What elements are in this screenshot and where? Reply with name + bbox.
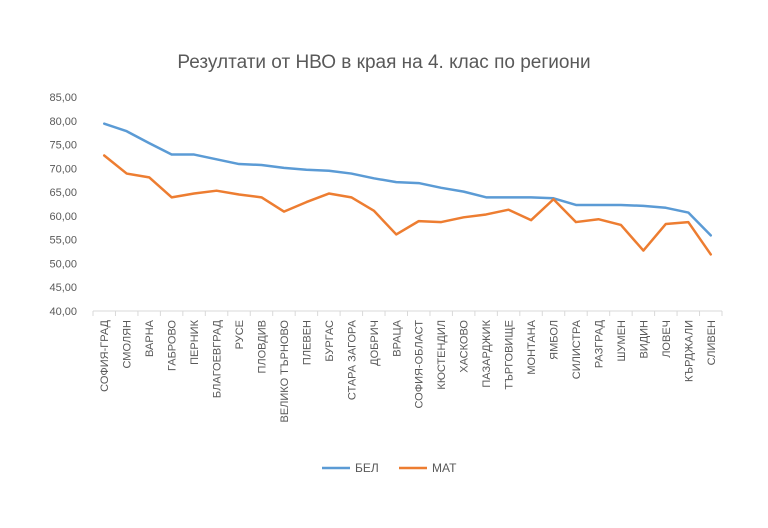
y-tick-label: 60,00 (49, 211, 77, 223)
x-tick-label: ВАРНА (144, 319, 156, 357)
y-tick-label: 80,00 (49, 116, 77, 128)
y-tick-label: 75,00 (49, 140, 77, 152)
y-tick-label: 55,00 (49, 235, 77, 247)
x-tick-label: ЯМБОЛ (549, 320, 561, 360)
x-tick-label: СОФИЯ-ОБЛАСТ (414, 320, 426, 409)
x-axis-tick-labels: СОФИЯ-ГРАД СМОЛЯН ВАРНА ГАБРОВО ПЕРНИК БЛАГОЕ… (99, 319, 718, 422)
x-tick-label: ЛОВЕЧ (661, 320, 673, 358)
x-tick-label: ДОБРИЧ (369, 320, 381, 366)
y-axis-tick-labels: 40,00 45,00 50,00 55,00 60,00 65,00 70,00 75,00… (49, 92, 77, 318)
x-tick-label: БЛАГОЕВГРАД (212, 319, 224, 398)
x-tick-label: БУРГАС (324, 320, 336, 362)
series-line-0 (102, 122, 713, 237)
y-tick-label: 50,00 (49, 258, 77, 270)
x-tick-label: ПАЗАРДЖИК (481, 319, 493, 387)
x-tick-label: ВЕЛИКО ТЪРНОВО (279, 320, 291, 423)
series-line-1 (102, 154, 713, 256)
x-tick-label: СОФИЯ-ГРАД (99, 319, 111, 391)
x-tick-label: КЪРДЖАЛИ (683, 320, 695, 382)
series-lines (102, 122, 713, 256)
legend: БЕЛ МАТ (322, 461, 457, 475)
x-tick-label: ПЕРНИК (189, 319, 201, 364)
x-tick-label: ВРАЦА (391, 319, 403, 356)
y-tick-label: 70,00 (49, 163, 77, 175)
y-tick-label: 40,00 (49, 306, 77, 318)
x-tick-label: РУСЕ (234, 320, 246, 349)
x-tick-label: СТАРА ЗАГОРА (346, 319, 358, 400)
x-tick-label: СИЛИСТРА (571, 319, 583, 379)
x-tick-label: РАЗГРАД (593, 319, 605, 368)
x-tick-label: СЛИВЕН (706, 320, 718, 365)
x-tick-label: ПЛОВДИВ (256, 320, 268, 373)
x-tick-label: ГАБРОВО (167, 320, 179, 371)
x-tick-label: ШУМЕН (616, 320, 628, 362)
legend-label: МАТ (432, 461, 457, 475)
y-tick-label: 85,00 (49, 92, 77, 104)
legend-label: БЕЛ (355, 461, 379, 475)
x-tick-label: ТЪРГОВИЩЕ (504, 320, 516, 390)
x-tick-label: СМОЛЯН (122, 320, 134, 369)
y-tick-label: 45,00 (49, 282, 77, 294)
chart-title: Резултати от НВО в края на 4. клас по ре… (177, 52, 591, 73)
y-tick-label: 65,00 (49, 187, 77, 199)
x-tick-label: ХАСКОВО (459, 320, 471, 373)
x-tick-label: КЮСТЕНДИЛ (436, 320, 448, 390)
x-tick-label: ВИДИН (638, 320, 650, 359)
x-tick-label: МОНТАНА (526, 319, 538, 374)
x-axis-ticks (92, 311, 723, 316)
x-tick-label: ПЛЕВЕН (301, 320, 313, 365)
